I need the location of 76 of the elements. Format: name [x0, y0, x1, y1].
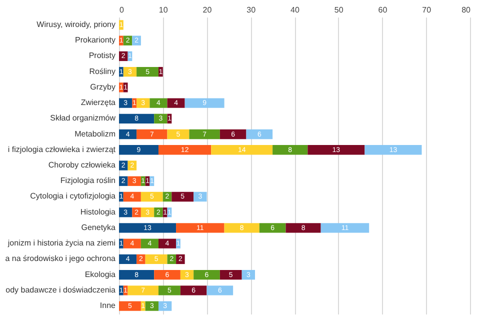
y-tick-label: Histologia [80, 207, 116, 216]
bar [246, 129, 273, 140]
y-tick-label: jonizm i historia życia na ziemi [6, 238, 116, 248]
bar [220, 129, 246, 140]
bar [308, 145, 365, 155]
bar [194, 192, 207, 202]
y-tick-label: Grzyby [90, 82, 116, 92]
y-tick-label: Protisty [88, 51, 116, 60]
bar [132, 36, 141, 46]
bar [119, 301, 141, 311]
bar [140, 192, 163, 202]
bar [184, 98, 224, 108]
bar [272, 145, 308, 155]
bar [158, 238, 176, 248]
bar [286, 223, 321, 233]
bar [136, 66, 158, 77]
x-tick-label: 40 [290, 6, 300, 14]
x-tick-label: 80 [462, 6, 472, 14]
y-tick-label: i fizjologia człowieka i zwierząt [8, 144, 116, 154]
x-tick-label: 10 [158, 6, 168, 14]
bar [364, 145, 422, 155]
bar [123, 238, 141, 248]
bar [119, 129, 137, 140]
bar [220, 270, 242, 280]
bar [119, 145, 158, 155]
bar [194, 270, 220, 280]
bar [119, 254, 137, 264]
bar [119, 114, 154, 124]
bar [154, 270, 180, 280]
bar [180, 286, 207, 296]
y-tick-label: Inne [100, 301, 116, 310]
y-tick-label: Cytologia i cytofizjologia [30, 192, 116, 201]
y-tick-label: a na środowisko i jego ochrona [5, 254, 116, 264]
bar [145, 301, 158, 311]
bar [206, 286, 234, 296]
bar [158, 145, 212, 155]
x-tick-label: 50 [334, 6, 344, 14]
bar [158, 301, 172, 311]
x-tick-label: 0 [120, 6, 124, 14]
bar [211, 145, 273, 155]
y-tick-label: Ekologia [84, 270, 116, 279]
y-tick-label: Fizjologia roślin [60, 176, 116, 186]
bar [176, 223, 224, 233]
bar [154, 114, 168, 124]
bar [145, 254, 168, 264]
y-tick-label: Genetyka [81, 222, 116, 232]
x-tick-label: 60 [378, 6, 388, 14]
bar [119, 160, 128, 170]
y-tick-label: Rośliny [89, 66, 116, 76]
bar [123, 192, 141, 202]
bar [158, 286, 180, 296]
y-tick-label: ody badawcze i doświadczenia [6, 285, 116, 294]
bar [140, 238, 158, 248]
bar [189, 129, 220, 140]
bar [167, 129, 190, 140]
bar [119, 223, 176, 233]
x-tick-label: 20 [202, 6, 212, 14]
y-tick-label: Wirusy, wiroidy, priony [36, 20, 116, 29]
bar [259, 223, 286, 233]
y-tick-label: Metabolizm [74, 129, 116, 138]
bar [128, 286, 158, 296]
bar [136, 98, 150, 108]
y-tick-label: Prokarionty [75, 36, 116, 45]
bar [119, 270, 154, 280]
x-tick-label: 70 [422, 6, 432, 14]
y-tick-label: Skład organizmów [50, 114, 116, 123]
y-tick-label: Zwierzęta [80, 98, 116, 108]
bar [224, 223, 260, 233]
bar [320, 223, 370, 233]
x-tick-label: 30 [246, 6, 256, 14]
bar [150, 98, 168, 108]
bar [136, 129, 168, 140]
y-tick-label: Choroby człowieka [48, 160, 116, 170]
bar [119, 98, 132, 108]
bar [172, 192, 194, 202]
bar [167, 98, 185, 108]
